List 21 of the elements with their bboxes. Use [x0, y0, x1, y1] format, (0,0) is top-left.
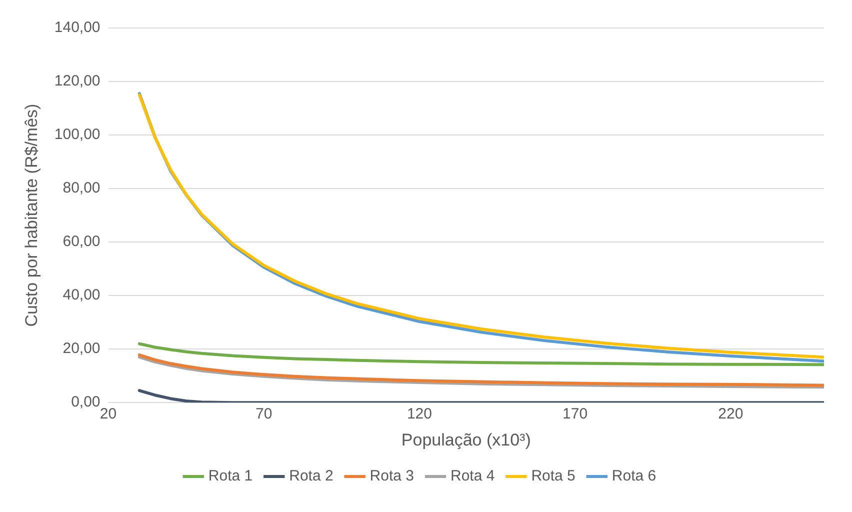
legend-label: Rota 2	[289, 468, 334, 485]
legend-label: Rota 1	[208, 468, 253, 485]
legend-label: Rota 4	[450, 468, 495, 485]
x-tick-label: 120	[406, 406, 432, 423]
legend-label: Rota 5	[531, 468, 576, 485]
legend-label: Rota 6	[612, 468, 656, 485]
y-axis-title: Custo por habitante (R$/mês)	[22, 104, 41, 327]
y-tick-label: 80,00	[62, 180, 100, 197]
x-tick-label: 220	[718, 406, 744, 423]
y-tick-label: 60,00	[62, 233, 100, 250]
x-tick-label: 70	[256, 406, 272, 423]
y-tick-label: 140,00	[54, 19, 100, 36]
y-tick-label: 100,00	[54, 126, 100, 144]
x-tick-label: 20	[100, 406, 117, 423]
x-axis-title: População (x10³)	[401, 430, 531, 450]
y-tick-label: 120,00	[54, 72, 100, 90]
y-tick-label: 40,00	[62, 286, 100, 304]
y-tick-label: 20,00	[62, 340, 100, 358]
legend-label: Rota 3	[370, 468, 414, 485]
y-tick-label: 0,00	[71, 394, 100, 411]
x-tick-label: 170	[562, 406, 588, 423]
